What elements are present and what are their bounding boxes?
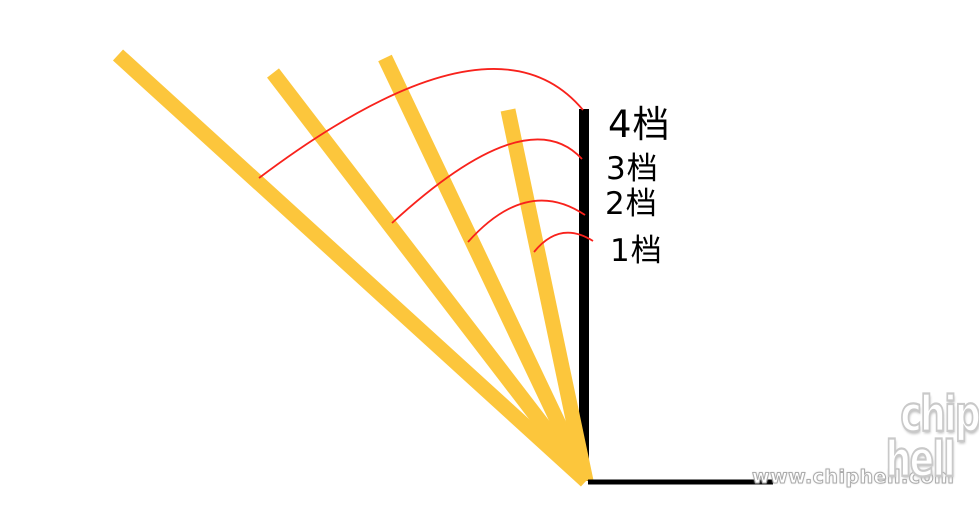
- angle-arc-1: [533, 231, 594, 253]
- lever-line-2: [378, 54, 593, 485]
- angle-arc-3: [391, 138, 583, 224]
- logo-text-hell: hell: [885, 431, 957, 489]
- lever-line-1: [500, 108, 594, 483]
- monitor-upright-bar: [579, 109, 589, 481]
- angle-arcs: [258, 68, 594, 253]
- tilt-label-2: 2档: [605, 186, 658, 222]
- lever-line-3: [267, 68, 592, 486]
- logo-text-chip: chip: [900, 386, 979, 444]
- angle-arc-2: [467, 199, 586, 243]
- chiphell-logo: chip hell: [884, 386, 979, 489]
- tilt-label-1: 1档: [610, 233, 663, 269]
- tilt-label-3: 3档: [606, 151, 659, 187]
- tilt-label-4: 4档: [608, 103, 671, 146]
- angle-arc-4: [258, 68, 584, 179]
- lever-line-4: [112, 49, 592, 487]
- lever-lines: [112, 49, 594, 487]
- watermark-url: www.chiphell.com: [751, 466, 955, 489]
